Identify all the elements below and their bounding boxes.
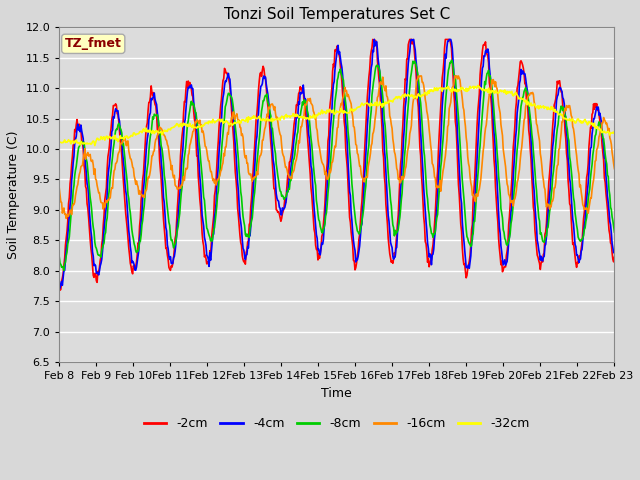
-16cm — [209, 178, 217, 183]
-2cm — [209, 221, 217, 227]
Line: -16cm: -16cm — [60, 76, 614, 218]
-8cm — [611, 229, 618, 235]
-8cm — [180, 162, 188, 168]
-2cm — [180, 110, 188, 116]
-8cm — [421, 165, 429, 170]
-2cm — [422, 241, 430, 247]
-32cm — [56, 139, 63, 145]
Line: -32cm: -32cm — [60, 85, 614, 145]
-4cm — [406, 48, 413, 54]
X-axis label: Time: Time — [321, 387, 352, 400]
-4cm — [611, 250, 618, 255]
-2cm — [406, 36, 413, 42]
-32cm — [124, 133, 131, 139]
Legend: -2cm, -4cm, -8cm, -16cm, -32cm: -2cm, -4cm, -8cm, -16cm, -32cm — [139, 412, 535, 435]
-16cm — [56, 186, 63, 192]
-4cm — [422, 219, 430, 225]
-4cm — [56, 282, 63, 288]
-4cm — [180, 133, 188, 139]
-8cm — [209, 232, 217, 238]
-2cm — [56, 288, 64, 293]
-16cm — [422, 101, 430, 107]
-4cm — [56, 285, 64, 291]
-8cm — [124, 180, 131, 185]
-16cm — [124, 138, 131, 144]
-16cm — [180, 174, 188, 180]
-4cm — [209, 231, 217, 237]
-32cm — [91, 143, 99, 148]
-4cm — [371, 36, 378, 42]
-4cm — [124, 205, 131, 211]
-2cm — [56, 286, 63, 291]
-32cm — [474, 83, 482, 88]
Y-axis label: Soil Temperature (C): Soil Temperature (C) — [7, 131, 20, 259]
-2cm — [67, 180, 74, 186]
-8cm — [56, 254, 63, 260]
-8cm — [67, 223, 74, 229]
-32cm — [405, 93, 413, 98]
Line: -2cm: -2cm — [60, 39, 614, 290]
-16cm — [405, 140, 413, 146]
Line: -4cm: -4cm — [60, 39, 614, 288]
Text: TZ_fmet: TZ_fmet — [65, 37, 122, 50]
-2cm — [611, 254, 618, 260]
Line: -8cm: -8cm — [60, 60, 614, 271]
-8cm — [405, 92, 413, 97]
-32cm — [180, 120, 188, 126]
-4cm — [67, 202, 74, 208]
-2cm — [124, 226, 131, 231]
-16cm — [415, 73, 422, 79]
-8cm — [447, 58, 455, 63]
Title: Tonzi Soil Temperatures Set C: Tonzi Soil Temperatures Set C — [224, 7, 450, 22]
-16cm — [62, 216, 70, 221]
-2cm — [369, 36, 376, 42]
-32cm — [209, 116, 217, 122]
-32cm — [611, 129, 618, 134]
-32cm — [421, 90, 429, 96]
-16cm — [67, 207, 74, 213]
-32cm — [65, 139, 73, 144]
-8cm — [60, 268, 68, 274]
-16cm — [611, 166, 618, 171]
